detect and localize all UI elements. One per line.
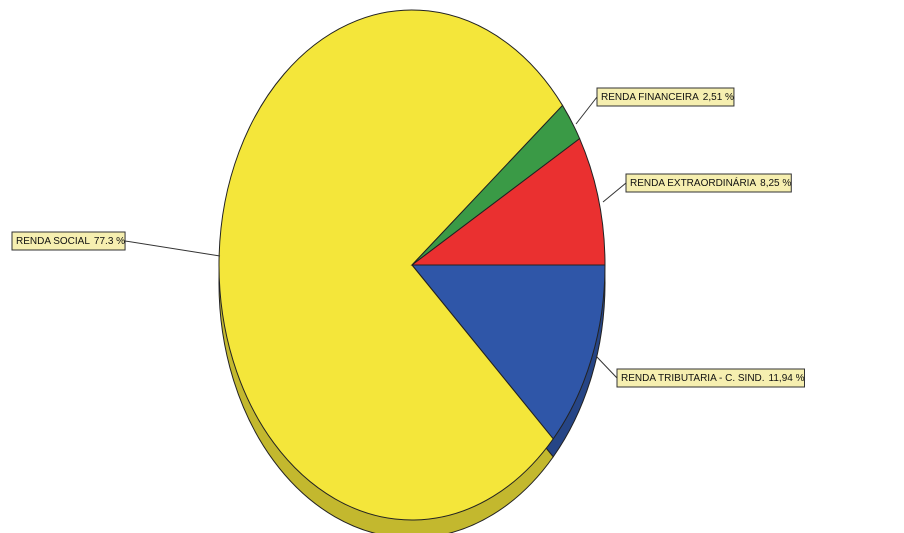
label-space: 11,94 % (769, 373, 805, 384)
label-text: RENDA TRIBUTARIA - C. SIND. 11,94 % (621, 373, 805, 384)
label-text: RENDA EXTRAORDINÁRIA 8,25 % (630, 176, 791, 189)
category-name: RENDA SOCIAL (16, 236, 90, 247)
slice-label: RENDA EXTRAORDINÁRIA 8,25 % (625, 173, 792, 193)
leader-line (124, 240, 221, 257)
slice-label: RENDA FINANCEIRA 2,51 % (596, 87, 735, 107)
category-name: RENDA EXTRAORDINÁRIA (630, 176, 756, 189)
slice-label: RENDA TRIBUTARIA - C. SIND. 11,94 % (616, 368, 805, 388)
value-label: 11,94 % (769, 373, 805, 384)
label-space: 77.3 % (94, 236, 125, 247)
label-text: RENDA FINANCEIRA 2,51 % (601, 92, 734, 103)
slice (410, 264, 606, 440)
leader-line (595, 355, 618, 379)
leader-line (602, 182, 627, 203)
value-label: 77.3 % (94, 236, 125, 247)
category-name: RENDA TRIBUTARIA - C. SIND. (621, 373, 765, 384)
slice-label: RENDA SOCIAL 77.3 % (11, 231, 126, 251)
value-label: 2,51 % (703, 92, 734, 103)
label-text: RENDA SOCIAL 77.3 % (16, 236, 125, 247)
slice (410, 137, 606, 266)
value-label: 8,25 % (760, 178, 791, 189)
label-space: 8,25 % (760, 178, 791, 189)
label-space: 2,51 % (703, 92, 734, 103)
leader-line (575, 96, 598, 125)
category-name: RENDA FINANCEIRA (601, 92, 699, 103)
